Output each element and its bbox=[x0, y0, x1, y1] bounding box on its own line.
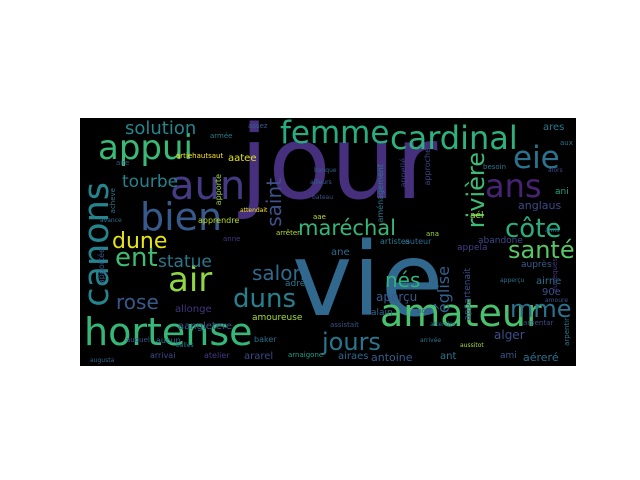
word-appartenait: appartenait bbox=[463, 268, 473, 321]
word-arreter: arrêter bbox=[276, 229, 301, 237]
word-arnaigone: arnaigone bbox=[288, 351, 324, 359]
word-aerere: aéreré bbox=[523, 351, 559, 364]
word-auteur: auteur bbox=[405, 237, 432, 246]
word-ent: ent bbox=[115, 243, 158, 273]
word-bois: bois bbox=[417, 307, 432, 315]
word-apportee: apportée bbox=[97, 248, 106, 285]
word-dune: dune bbox=[112, 229, 168, 254]
word-arrivee: arrivée bbox=[420, 337, 442, 344]
word-anne: anne bbox=[223, 235, 241, 243]
word-nes: nés bbox=[385, 268, 421, 292]
word-airaes: airaes bbox=[338, 351, 369, 362]
word-assez: assez bbox=[248, 122, 268, 130]
word-allonge: allonge bbox=[175, 304, 212, 315]
word-adre: adre bbox=[285, 279, 306, 289]
word-ani: ani bbox=[555, 187, 569, 197]
word-saint: saint bbox=[262, 178, 286, 227]
word-femme: femme bbox=[280, 118, 390, 151]
word-ana: ana bbox=[426, 230, 440, 238]
word-apercu: aperçu bbox=[376, 290, 418, 304]
word-aunequés: aunequés bbox=[551, 258, 559, 293]
word-amateur: amateur bbox=[380, 291, 542, 335]
word-bien: bien bbox=[140, 195, 223, 239]
word-augusta: augusta bbox=[90, 357, 115, 364]
word-solution: solution bbox=[125, 118, 197, 139]
word-acheve: acheve bbox=[109, 188, 117, 214]
word-ane: ane bbox=[331, 247, 350, 258]
word-banque: banque bbox=[314, 167, 337, 174]
word-eie: eie bbox=[513, 140, 560, 176]
word-appela: appela bbox=[457, 243, 488, 253]
word-aucun: aucun bbox=[156, 336, 181, 345]
word-attendait: attendait bbox=[240, 207, 268, 214]
word-arrivai: arrivai bbox=[150, 351, 176, 360]
word-amoureuse: amoureuse bbox=[252, 313, 303, 323]
word-aux: aux bbox=[560, 139, 573, 147]
word-amoure: amoure bbox=[545, 297, 569, 304]
word-ailleurs: ailleurs bbox=[310, 179, 332, 186]
word-hortense: hortense bbox=[84, 310, 253, 354]
word-jours: jours bbox=[322, 328, 381, 356]
word-apperçu: apperçu bbox=[500, 277, 525, 284]
word-air: air bbox=[168, 260, 213, 300]
word-tourbe: tourbe bbox=[122, 172, 179, 192]
word-attendre: attendre bbox=[430, 321, 456, 328]
word-aire: aire bbox=[116, 159, 130, 167]
word-bateau: bateau bbox=[312, 194, 334, 201]
word-armee: armée bbox=[210, 132, 233, 140]
word-eglise: église bbox=[434, 266, 453, 314]
word-ararel: ararel bbox=[244, 351, 274, 362]
word-besoin: besoin bbox=[483, 163, 507, 171]
word-alger: alger bbox=[494, 328, 525, 342]
word-avance: avance bbox=[100, 217, 122, 224]
word-cloud: jour vie hortense amateur cardinal femme… bbox=[80, 118, 576, 366]
word-mme: mme bbox=[510, 295, 572, 323]
word-amenagement: aménagement bbox=[376, 164, 385, 223]
word-airne: airne bbox=[536, 276, 562, 287]
word-arpentar: arpentar bbox=[523, 319, 554, 327]
word-atelier: atelier bbox=[204, 351, 230, 360]
word-ant: ant bbox=[440, 351, 457, 362]
word-aun: aun bbox=[170, 163, 246, 209]
word-anglaus: anglaus bbox=[518, 199, 562, 212]
word-balles: balles bbox=[176, 342, 194, 349]
word-ares: ares bbox=[543, 122, 565, 133]
word-amis: amis bbox=[545, 227, 560, 234]
word-cote: côte bbox=[505, 214, 562, 244]
word-apporte: apporte bbox=[214, 174, 223, 206]
word-auquel: auquel bbox=[126, 336, 150, 344]
word-statue: statue bbox=[158, 252, 212, 272]
word-aatee: aatee bbox=[228, 153, 257, 164]
word-approche: approche bbox=[423, 148, 432, 186]
word-90e: 90e bbox=[542, 287, 561, 298]
word-marechal: maréchal bbox=[298, 216, 396, 240]
word-alors: alors bbox=[548, 167, 563, 174]
word-vie: vie bbox=[292, 221, 444, 340]
word-duns: duns bbox=[233, 284, 297, 314]
word-abandone: abandone bbox=[478, 236, 523, 246]
word-apprendre: apprendre bbox=[198, 216, 240, 225]
word-artiehautsaut: artiehautsaut bbox=[176, 152, 224, 160]
word-rose: rose bbox=[116, 290, 159, 314]
word-assistait: assistait bbox=[330, 321, 359, 329]
word-ael: aél bbox=[470, 211, 484, 221]
word-aussitot: aussitot bbox=[460, 342, 484, 349]
word-appelle: appellé bbox=[399, 158, 408, 188]
word-salon: salon bbox=[252, 261, 306, 285]
word-appui: appui bbox=[98, 128, 193, 168]
word-artistes: artistes bbox=[380, 237, 410, 246]
word-ans: ans bbox=[485, 167, 542, 205]
word-alain: alain bbox=[371, 308, 393, 318]
word-aupres: auprès bbox=[521, 260, 552, 270]
word-sante: santé bbox=[508, 236, 575, 264]
word-aae: aae bbox=[313, 213, 326, 221]
word-ami: ami bbox=[500, 351, 517, 361]
word-jour: jour bbox=[240, 118, 438, 223]
word-baker: baker bbox=[254, 335, 277, 344]
word-antoine: antoine bbox=[371, 351, 413, 364]
word-cardinal: cardinal bbox=[390, 119, 518, 157]
word-arpentir: arpentir bbox=[563, 318, 571, 346]
word-aangletere: aangletere bbox=[178, 321, 232, 332]
